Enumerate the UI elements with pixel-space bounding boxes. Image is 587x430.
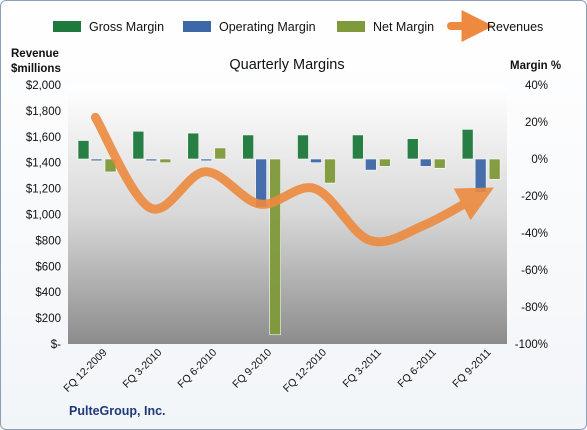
left-tick-label: $800 [35,235,61,247]
legend-label: Revenues [487,20,543,34]
operating-margin-bar [474,158,487,193]
net-margin-bar [324,158,336,184]
operating-margin-bar [419,158,432,167]
left-tick-label: $1,400 [26,158,61,170]
right-tick-label: -100% [515,339,548,351]
net-margin-bar [214,147,227,160]
legend: Gross Margin Operating Margin Net Margin Re… [53,10,543,42]
category-label: FQ 9-2010 [230,347,274,391]
left-tick-label: $2,000 [26,80,61,92]
left-tick-label: $1,000 [26,210,61,222]
left-tick-label: $600 [35,261,61,273]
category-label: FQ 9-2011 [450,347,494,391]
operating-margin-bar [200,158,213,162]
right-tick-label: -20% [521,191,548,203]
legend-label: Net Margin [373,20,434,34]
gross-margin-bar [406,138,419,160]
category-label: FQ 6-2011 [395,347,439,391]
margin-bars [77,129,501,336]
category-label: FQ 12-2010 [281,347,329,395]
revenue-line-group [90,112,494,247]
left-axis-label-line1: Revenue [11,48,59,60]
right-tick-label: 40% [525,80,548,92]
company-name: PulteGroup, Inc. [69,404,166,418]
right-tick-label: -60% [521,265,548,277]
chart-title: Quarterly Margins [229,57,344,73]
net-margin-bar [433,158,446,169]
left-tick-label: $1,200 [26,184,61,196]
operating-margin-bar [310,158,322,164]
net-margin-bar [159,158,172,164]
left-tick-label: $- [51,339,61,351]
gross-margin-bar [297,134,309,160]
left-axis-ticks: $- $200 $400 $600 $800 $1,000 $1,200 $1,400 $1,6… [26,80,61,351]
legend-label: Gross Margin [89,20,164,34]
gross-margin-bar [77,140,90,160]
right-axis-ticks: -100% -80% -60% -40% -20% 0% 20% 40% [515,80,548,351]
category-label: FQ 6-2010 [175,347,219,391]
operating-margin-bar [365,158,377,171]
revenues-line [90,112,494,247]
legend-swatch [183,21,211,32]
plot-area [68,85,507,344]
right-tick-label: 20% [525,117,548,129]
legend-label: Operating Margin [219,20,316,34]
gross-margin-bar [352,134,364,160]
right-tick-label: -80% [521,302,548,314]
net-margin-bar [379,158,391,167]
category-label: FQ 3-2011 [341,347,385,391]
net-margin-bar [488,158,501,180]
left-tick-label: $200 [35,313,61,325]
x-axis-labels: FQ 12-2009 FQ 3-2010 FQ 6-2010 FQ 9-2010 FQ … [61,347,493,395]
gross-margin-bar [132,130,145,160]
gross-margin-bar [461,129,474,160]
left-axis-label-line2: $millions [11,63,61,75]
right-tick-label: -40% [521,228,548,240]
left-tick-label: $400 [35,287,61,299]
legend-swatch [337,21,365,32]
operating-margin-bar [90,158,103,162]
right-axis-label: Margin % [510,60,561,72]
left-tick-label: $1,800 [26,106,61,118]
right-tick-label: 0% [531,154,548,166]
legend-swatch [53,21,81,32]
gross-margin-bar [242,134,254,160]
operating-margin-bar [145,158,158,162]
net-margin-bar [269,158,281,336]
left-tick-label: $1,600 [26,132,61,144]
category-label: FQ 3-2010 [120,347,164,391]
gross-margin-bar [187,132,200,160]
category-label: FQ 12-2009 [61,347,109,395]
